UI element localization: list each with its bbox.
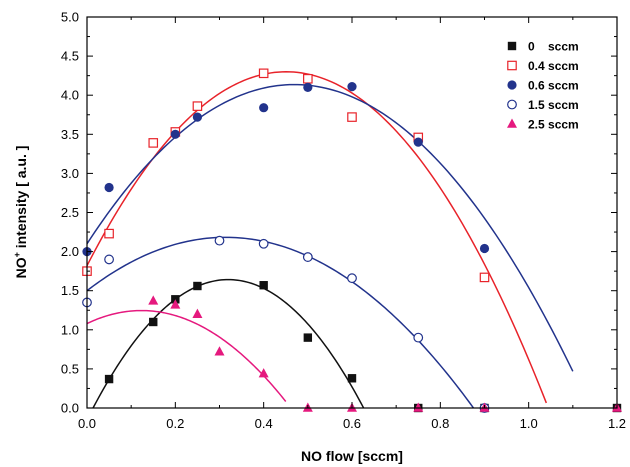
data-point xyxy=(413,332,424,343)
legend-marker xyxy=(507,60,517,71)
y-tick-label: 4.5 xyxy=(61,49,79,64)
data-point xyxy=(347,374,357,383)
x-tick-label: 0.8 xyxy=(431,416,449,431)
legend-item-4: 2.5 sccm xyxy=(507,118,579,132)
series-3-markers xyxy=(82,235,490,413)
legend-item-0: 0 sccm xyxy=(507,40,579,54)
legend: 0 sccm 0.4 sccm 0.6 sccm 1.5 sccm 2.5 sccm xyxy=(507,40,579,132)
data-point xyxy=(303,333,313,342)
data-point xyxy=(347,112,357,122)
series-4-markers xyxy=(148,295,622,412)
legend-label: 0 sccm xyxy=(528,40,579,54)
data-point xyxy=(303,73,313,84)
legend-label: 1.5 sccm xyxy=(528,98,579,112)
data-point xyxy=(170,129,180,139)
data-markers xyxy=(82,68,622,413)
y-tick-label: 0.5 xyxy=(61,361,79,376)
legend-label: 0.6 sccm xyxy=(528,79,579,93)
data-point xyxy=(479,243,490,254)
legend-label: 2.5 sccm xyxy=(528,118,579,132)
data-point xyxy=(259,103,269,113)
fit-line-series-1 xyxy=(87,71,548,404)
plot-frame xyxy=(86,16,618,409)
data-point xyxy=(258,368,269,378)
data-point xyxy=(214,346,225,356)
data-point xyxy=(104,254,114,265)
data-point xyxy=(104,182,114,193)
legend-item-3: 1.5 sccm xyxy=(507,98,579,112)
y-axis: 0.0 0.5 1.0 1.5 2.0 2.5 3.0 3.5 4.0 4.5 5.0 xyxy=(61,10,617,416)
x-tick-label: 0.0 xyxy=(78,416,96,431)
legend-marker xyxy=(507,80,517,90)
data-point xyxy=(104,374,114,384)
y-axis-label-superscript: + xyxy=(12,252,22,257)
data-point xyxy=(413,402,424,412)
y-tick-label: 2.5 xyxy=(61,205,79,220)
data-point xyxy=(302,252,313,262)
y-tick-label: 5.0 xyxy=(61,10,79,25)
data-point xyxy=(193,281,202,291)
data-point xyxy=(192,308,203,318)
data-point xyxy=(148,295,159,305)
data-point xyxy=(170,299,181,309)
legend-marker xyxy=(507,118,517,128)
data-point xyxy=(214,235,225,246)
data-point xyxy=(149,317,158,327)
fit-line-series-0 xyxy=(92,278,365,408)
data-point xyxy=(192,112,203,122)
data-point xyxy=(347,273,357,284)
y-axis-label: NO+ intensity [ a.u. ] xyxy=(12,146,29,279)
legend-marker xyxy=(507,99,517,110)
x-axis: 0.0 0.2 0.4 0.6 0.8 1.0 1.2 xyxy=(78,17,626,431)
legend-label: 0.4 sccm xyxy=(528,59,579,73)
legend-item-1: 0.4 sccm xyxy=(507,59,579,73)
legend-item-2: 0.6 sccm xyxy=(507,79,579,93)
fit-line-series-2 xyxy=(87,83,574,372)
y-tick-label: 0.0 xyxy=(61,401,79,416)
x-tick-label: 0.6 xyxy=(343,416,361,431)
y-tick-label: 3.0 xyxy=(61,166,79,181)
y-tick-label: 1.0 xyxy=(61,322,79,337)
data-point xyxy=(259,281,268,290)
series-1-markers xyxy=(82,68,490,283)
data-point xyxy=(479,272,490,283)
x-tick-label: 1.0 xyxy=(520,416,538,431)
legend-marker xyxy=(507,41,517,51)
data-point xyxy=(104,228,114,239)
x-tick-label: 1.2 xyxy=(608,416,626,431)
y-tick-label: 3.5 xyxy=(61,127,79,142)
data-point xyxy=(347,81,357,92)
x-axis-label: NO flow [sccm] xyxy=(301,448,403,464)
data-point xyxy=(258,238,269,249)
fit-line-series-3 xyxy=(87,236,475,408)
fit-line-series-4 xyxy=(87,309,287,402)
x-tick-label: 0.4 xyxy=(255,416,273,431)
data-point xyxy=(192,101,203,111)
data-point xyxy=(148,138,159,148)
fit-curves xyxy=(87,71,574,408)
y-tick-label: 2.0 xyxy=(61,244,79,259)
y-axis-label-main: NO xyxy=(13,257,29,278)
data-point xyxy=(258,68,269,79)
y-tick-label: 4.0 xyxy=(61,88,79,103)
data-point xyxy=(413,137,423,147)
y-axis-label-rest: intensity [ a.u. ] xyxy=(13,146,29,253)
y-tick-label: 1.5 xyxy=(61,283,79,298)
series-0-markers xyxy=(104,281,622,413)
x-tick-label: 0.2 xyxy=(166,416,184,431)
data-point xyxy=(303,82,313,92)
